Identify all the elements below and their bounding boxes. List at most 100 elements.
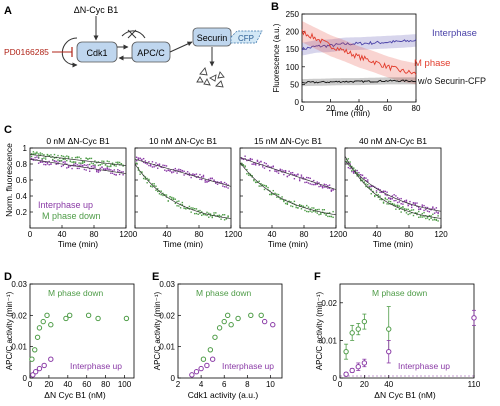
data-point: [199, 173, 201, 176]
data-point: [349, 367, 355, 374]
y-tick-label: 0.02: [159, 311, 175, 320]
data-point: [157, 163, 159, 166]
data-point: [199, 178, 201, 180]
data-point: [118, 161, 121, 164]
data-point: [277, 193, 280, 196]
panel-e-plot: 2 4 6 8 10 0 0.01 0.02 0.03: [159, 280, 283, 389]
data-point: [34, 152, 36, 154]
data-point: [46, 154, 49, 156]
axes-frame: [344, 147, 442, 229]
data-point: [276, 196, 278, 198]
fit-line: [239, 157, 337, 190]
x-tick-label: 110: [468, 380, 481, 389]
data-point: [411, 209, 413, 211]
data-point: [256, 159, 259, 162]
data-point: [39, 154, 42, 156]
data-point: [426, 217, 429, 219]
data-point: [90, 165, 93, 168]
x-tick-label: 20: [360, 380, 369, 389]
data-point: [88, 157, 91, 160]
data-point: [332, 210, 334, 213]
data-point: [190, 211, 192, 213]
data-point: [391, 195, 394, 197]
data-point: [81, 165, 84, 167]
data-point: [220, 182, 222, 184]
data-point: [30, 155, 33, 158]
data-point: [306, 181, 308, 183]
data-point: [349, 165, 351, 167]
data-point: [386, 326, 392, 332]
y-tick-label: 0.2: [16, 208, 28, 217]
data-point: [253, 179, 255, 182]
data-point: [414, 203, 416, 206]
data-point: [407, 203, 409, 205]
data-point: [92, 165, 94, 167]
data-point: [269, 166, 271, 168]
data-point: [151, 186, 154, 188]
data-point: [428, 214, 431, 217]
data-point: [81, 162, 84, 164]
data-point: [295, 204, 297, 207]
data-point: [165, 170, 168, 172]
series-band: [302, 77, 416, 87]
data-point: [139, 171, 141, 173]
data-point: [321, 209, 324, 211]
data-point: [208, 180, 210, 183]
data-point: [113, 169, 116, 171]
data-point: [115, 174, 117, 176]
data-point: [76, 164, 79, 166]
data-point: [323, 186, 326, 188]
data-point: [71, 157, 73, 159]
data-point: [36, 325, 43, 331]
data-point: [361, 174, 364, 176]
data-point: [160, 190, 162, 192]
data-point: [106, 168, 108, 170]
data-point: [411, 204, 413, 206]
data-point: [223, 214, 226, 216]
data-point: [206, 181, 208, 183]
panel-letter-d: D: [4, 271, 12, 283]
data-point: [227, 187, 229, 189]
data-point: [384, 197, 387, 199]
data-point: [400, 202, 402, 205]
series-line: [301, 39, 417, 51]
data-point: [247, 174, 250, 176]
data-point: [316, 183, 318, 185]
data-point: [67, 165, 70, 167]
y-tick-label: 200: [286, 28, 300, 37]
data-point: [352, 171, 355, 173]
data-point: [412, 209, 415, 211]
data-point: [146, 177, 148, 180]
data-point: [208, 178, 210, 181]
panel-e-label-mphase: M phase down: [196, 288, 252, 298]
data-point: [117, 170, 119, 173]
data-point: [297, 173, 299, 175]
data-point: [141, 158, 143, 161]
data-point: [115, 165, 117, 167]
data-point: [320, 212, 322, 214]
data-point: [407, 213, 409, 216]
data-point: [44, 312, 50, 319]
legend-interphase: Interphase: [432, 28, 477, 39]
data-point: [295, 206, 297, 209]
data-point: [283, 200, 285, 203]
data-point: [111, 162, 114, 164]
data-point: [279, 169, 282, 171]
data-point: [418, 208, 420, 211]
data-point: [57, 159, 59, 161]
data-point: [34, 156, 36, 159]
data-point: [37, 156, 40, 158]
data-point: [108, 160, 110, 163]
data-point: [398, 201, 401, 203]
data-point: [195, 208, 198, 210]
data-point: [428, 211, 431, 213]
data-point: [67, 312, 73, 319]
data-point: [395, 204, 397, 207]
panel-d-label-interphase: Interphase up: [70, 361, 122, 371]
data-point: [306, 176, 308, 179]
data-point: [181, 170, 184, 172]
data-point: [389, 200, 392, 203]
data-point: [32, 158, 35, 161]
data-point: [106, 165, 108, 167]
data-point: [213, 179, 215, 181]
